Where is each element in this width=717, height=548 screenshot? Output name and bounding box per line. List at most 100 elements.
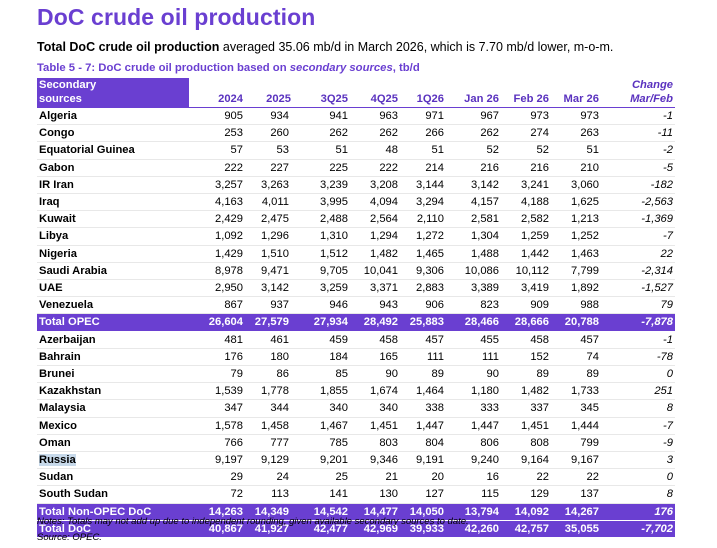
cell-value: 25,883 (400, 313, 446, 332)
cell-value: 4,163 (189, 193, 245, 212)
cell-change: -1,369 (601, 210, 675, 229)
cell-value: 1,294 (350, 227, 400, 246)
cell-value: 909 (501, 296, 551, 315)
cell-value: 184 (293, 348, 350, 367)
cell-value: 458 (350, 331, 400, 349)
cell-value: 52 (501, 141, 551, 160)
cell-value: 967 (446, 106, 501, 126)
cell-value: 333 (446, 399, 501, 418)
header-row-2: sources 2024 2025 3Q25 4Q25 1Q26 Jan 26 … (37, 92, 675, 108)
cell-value: 9,240 (446, 451, 501, 470)
col-header: 3Q25 (320, 93, 348, 105)
cell-value: 1,625 (551, 193, 601, 212)
cell-value: 9,197 (189, 451, 245, 470)
cell-value: 988 (551, 296, 601, 315)
cell-value: 973 (501, 106, 551, 126)
col-header: 4Q25 (370, 93, 398, 105)
cell-value: 137 (551, 485, 601, 504)
cell-value: 35,055 (551, 520, 601, 539)
col-header: Jan 26 (464, 93, 499, 105)
table-row: Congo 253 260 262 262 266 262 274 263 -11 (37, 124, 675, 143)
cell-value: 2,429 (189, 210, 245, 229)
cell-value: 1,252 (551, 227, 601, 246)
caption-prefix: Table 5 - 7: DoC crude oil production ba… (37, 62, 290, 74)
row-name: Nigeria (37, 245, 189, 263)
cell-value: 14,349 (245, 503, 293, 521)
cell-value: 90 (350, 365, 400, 384)
row-name: Total Non-OPEC DoC (37, 503, 189, 521)
row-name: Brunei (37, 365, 189, 384)
row-name: Algeria (37, 106, 189, 126)
caption-suffix: , tb/d (392, 62, 420, 74)
cell-change: -1 (601, 331, 675, 349)
cell-value: 115 (446, 485, 501, 504)
table-row: South Sudan 72 113 141 130 127 115 129 137 8 (37, 485, 675, 504)
cell-value: 48 (350, 141, 400, 160)
row-name: IR Iran (37, 176, 189, 195)
cell-value: 111 (400, 348, 446, 367)
cell-value: 51 (293, 141, 350, 160)
cell-value: 1,578 (189, 417, 245, 435)
cell-change: -2,314 (601, 262, 675, 281)
cell-change: -2 (601, 141, 675, 160)
header-row-1: Secondary Change (37, 78, 675, 92)
cell-value: 222 (350, 159, 400, 177)
cell-value: 86 (245, 365, 293, 384)
cell-value: 2,488 (293, 210, 350, 229)
cell-value: 3,239 (293, 176, 350, 195)
cell-value: 20,788 (551, 313, 601, 332)
cell-value: 2,564 (350, 210, 400, 229)
cell-change: -1 (601, 106, 675, 126)
cell-value: 3,060 (551, 176, 601, 195)
cell-value: 340 (293, 399, 350, 418)
cell-value: 1,510 (245, 245, 293, 263)
table-row: Kazakhstan 1,539 1,778 1,855 1,674 1,464 1,180… (37, 382, 675, 401)
cell-value: 1,310 (293, 227, 350, 246)
table-row: Malaysia 347 344 340 340 338 333 337 345 8 (37, 399, 675, 418)
cell-value: 1,092 (189, 227, 245, 246)
cell-value: 28,666 (501, 313, 551, 332)
cell-value: 1,488 (446, 245, 501, 263)
cell-change: 251 (601, 382, 675, 401)
row-name: Azerbaijan (37, 331, 189, 349)
cell-change: -1,527 (601, 279, 675, 298)
cell-value: 963 (350, 106, 400, 126)
cell-value: 3,419 (501, 279, 551, 298)
cell-value: 9,306 (400, 262, 446, 281)
cell-value: 129 (501, 485, 551, 504)
row-name: Oman (37, 434, 189, 453)
cell-value: 14,477 (350, 503, 400, 521)
cell-value: 74 (551, 348, 601, 367)
cell-value: 89 (551, 365, 601, 384)
row-name: Iraq (37, 193, 189, 212)
row-name: Bahrain (37, 348, 189, 367)
row-name: South Sudan (37, 485, 189, 504)
cell-value: 2,110 (400, 210, 446, 229)
cell-value: 867 (189, 296, 245, 315)
cell-value: 42,969 (350, 520, 400, 539)
cell-value: 823 (446, 296, 501, 315)
cell-value: 266 (400, 124, 446, 143)
cell-value: 2,883 (400, 279, 446, 298)
summary-rest: averaged 35.06 mb/d in March 2026, which… (219, 40, 614, 54)
cell-value: 3,144 (400, 176, 446, 195)
row-name: Kuwait (37, 210, 189, 229)
cell-change: -9 (601, 434, 675, 453)
cell-value: 2,581 (446, 210, 501, 229)
cell-change: -7,702 (601, 520, 675, 539)
row-name: Saudi Arabia (37, 262, 189, 281)
cell-change: -2,563 (601, 193, 675, 212)
row-name: UAE (37, 279, 189, 298)
highlighted-country[interactable]: Russia (39, 454, 76, 467)
table-row: Kuwait 2,429 2,475 2,488 2,564 2,110 2,581 2,58… (37, 210, 675, 229)
cell-value: 347 (189, 399, 245, 418)
cell-value: 14,092 (501, 503, 551, 521)
cell-value: 22 (551, 468, 601, 487)
cell-value: 79 (189, 365, 245, 384)
header-sources: sources (37, 92, 189, 108)
cell-value: 3,371 (350, 279, 400, 298)
header-mar-feb: Mar/Feb (630, 93, 673, 105)
cell-value: 943 (350, 296, 400, 315)
row-name: Malaysia (37, 399, 189, 418)
table-row: Algeria 905 934 941 963 971 967 973 973 -1 (37, 106, 675, 126)
